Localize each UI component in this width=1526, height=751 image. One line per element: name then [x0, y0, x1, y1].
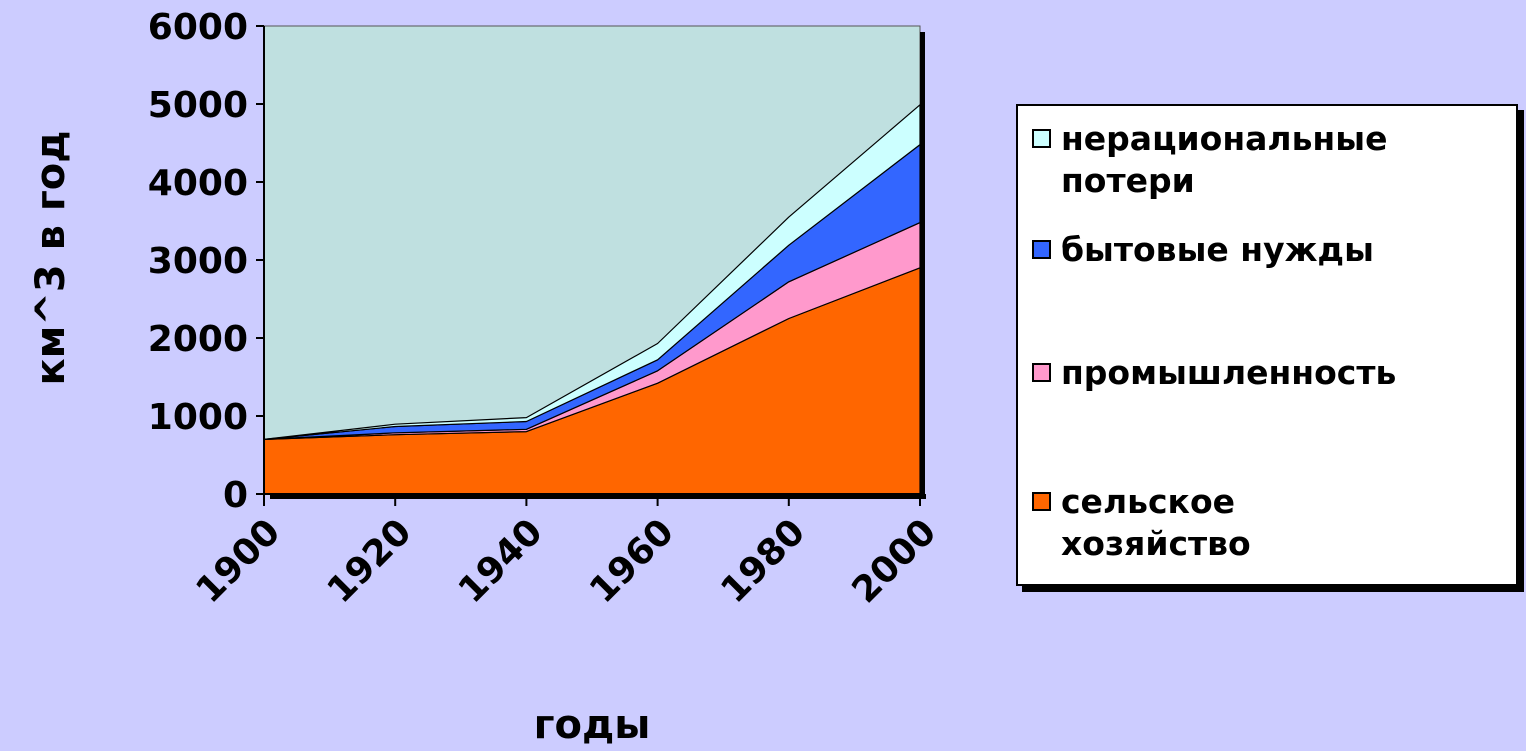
y-tick-label: 0 — [223, 475, 248, 516]
legend-swatch — [1032, 129, 1051, 148]
legend-swatch — [1032, 363, 1051, 382]
y-tick-label: 6000 — [148, 7, 248, 48]
legend-item-agriculture: сельское хозяйство — [1032, 481, 1251, 565]
legend-item-industry: промышленность — [1032, 352, 1396, 394]
legend-item-domestic: бытовые нужды — [1032, 229, 1374, 271]
y-tick-label: 5000 — [148, 85, 248, 126]
legend-item-losses: нерациональные потери — [1032, 118, 1387, 202]
area-series-loss — [263, 104, 921, 440]
legend-label: сельское хозяйство — [1061, 482, 1251, 563]
x-axis-title: годы — [534, 702, 651, 748]
y-tick-label: 1000 — [148, 397, 248, 438]
legend-swatch — [1032, 240, 1051, 259]
legend-label: промышленность — [1061, 353, 1397, 392]
x-tick-label: 1920 — [320, 511, 420, 611]
plot-shadow-right — [920, 32, 925, 494]
y-tick-label: 4000 — [148, 163, 248, 204]
y-tick-label: 2000 — [148, 319, 248, 360]
x-tick-label: 1900 — [189, 511, 289, 611]
x-tick-label: 1960 — [582, 511, 682, 611]
x-tick-label: 2000 — [845, 511, 945, 611]
legend-swatch — [1032, 492, 1051, 511]
y-tick-label: 3000 — [148, 241, 248, 282]
legend-label: нерациональные потери — [1061, 119, 1388, 200]
legend-label: бытовые нужды — [1061, 230, 1374, 269]
y-axis-title: км^3 в год — [28, 130, 74, 385]
x-tick-label: 1940 — [451, 511, 551, 611]
legend: нерациональные потери бытовые нужды пром… — [1016, 104, 1518, 586]
plot-shadow-bottom — [270, 494, 926, 499]
x-tick-label: 1980 — [713, 511, 813, 611]
